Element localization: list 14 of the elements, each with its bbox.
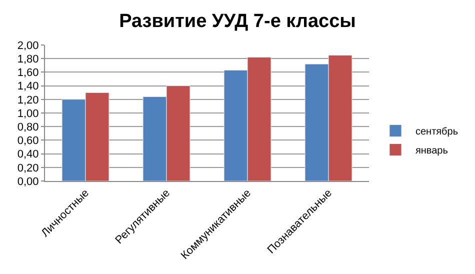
y-tick-label: 0,20 (17, 162, 39, 174)
legend-label: сентябрь (415, 126, 458, 138)
y-tick-label: 0,40 (17, 148, 39, 161)
y-tick-label: 1,40 (17, 80, 39, 93)
y-tick-label: 1,20 (17, 94, 39, 106)
y-tick-label: 2,00 (17, 40, 39, 52)
y-tick-label: 1,80 (17, 53, 39, 66)
y-tick-label: 0,60 (17, 135, 39, 148)
y-tick-label: 0,80 (17, 121, 39, 134)
y-tick-label: 1,00 (17, 108, 39, 120)
y-tick-label: 0,00 (17, 176, 39, 188)
chart-title: Развитие УУД 7-е классы (119, 11, 356, 32)
y-tick-label: 1,60 (17, 67, 39, 80)
legend-label: январь (415, 146, 448, 157)
